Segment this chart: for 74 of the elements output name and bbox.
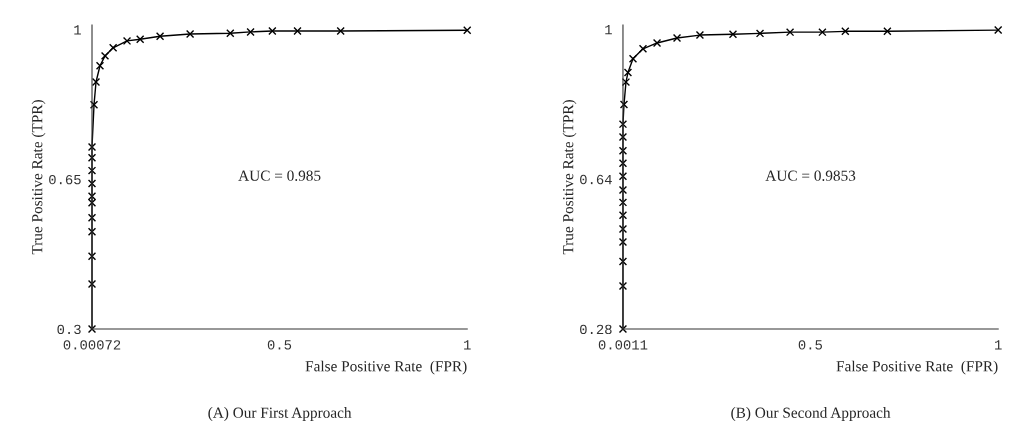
point xyxy=(91,77,101,87)
point xyxy=(618,257,628,266)
point xyxy=(618,119,628,129)
point xyxy=(994,25,1003,35)
point xyxy=(268,26,277,36)
point xyxy=(618,132,628,142)
point xyxy=(755,29,765,38)
y-tick-label: 1 xyxy=(605,25,612,35)
point xyxy=(883,27,892,36)
point xyxy=(618,211,628,220)
point xyxy=(87,153,97,162)
point xyxy=(108,43,118,52)
point xyxy=(226,29,235,38)
point xyxy=(87,213,97,222)
x-tick-label: 0.00072 xyxy=(63,340,121,350)
point xyxy=(87,227,97,236)
annotation: AUC = 0.9853 xyxy=(765,170,856,181)
point xyxy=(87,198,97,207)
y-tick-label: 0.65 xyxy=(49,174,81,185)
point xyxy=(618,146,628,155)
y-tick-label: 0.64 xyxy=(580,174,612,185)
point xyxy=(185,29,195,39)
point xyxy=(122,36,132,46)
point xyxy=(618,224,628,234)
point xyxy=(623,68,633,77)
point xyxy=(100,51,110,61)
point xyxy=(818,27,827,37)
point xyxy=(618,281,628,291)
point xyxy=(87,142,97,152)
point xyxy=(785,27,795,37)
point xyxy=(628,54,638,63)
point xyxy=(246,27,255,37)
point xyxy=(155,32,165,41)
x-axis-title: False Positive Rate (FPR) xyxy=(836,360,998,375)
y-axis-title: True Positive Rate (TPR) xyxy=(562,100,577,255)
x-tick-label: 1 xyxy=(464,340,471,350)
y-tick-label: 0.3 xyxy=(57,324,81,335)
point xyxy=(136,35,145,44)
text: (A) Our First Approach xyxy=(208,407,352,421)
point xyxy=(618,198,628,207)
y-axis-title: True Positive Rate (TPR) xyxy=(31,100,46,255)
x-tick-label: 0.5 xyxy=(798,340,822,350)
point xyxy=(618,324,628,334)
x-tick-label: 0.0011 xyxy=(598,340,648,350)
annotation: AUC = 0.985 xyxy=(238,170,321,181)
point xyxy=(463,26,472,35)
point xyxy=(841,27,850,36)
point xyxy=(336,26,345,36)
point xyxy=(621,77,631,87)
point xyxy=(728,30,738,39)
point xyxy=(672,33,682,43)
point xyxy=(87,192,97,201)
x-tick-label: 0.5 xyxy=(267,340,292,350)
point xyxy=(652,38,662,48)
point xyxy=(618,159,628,168)
point xyxy=(87,179,97,188)
point xyxy=(87,279,97,289)
point xyxy=(618,172,628,181)
point xyxy=(87,166,97,175)
point xyxy=(87,324,97,334)
x-tick-label: 1 xyxy=(995,340,1002,350)
y-tick-label: 0.28 xyxy=(580,324,612,335)
point xyxy=(95,61,105,70)
point xyxy=(619,100,629,109)
point xyxy=(695,30,705,40)
point xyxy=(638,44,648,53)
y-tick-label: 1 xyxy=(74,25,81,35)
x-axis-title: False Positive Rate (FPR) xyxy=(305,360,467,375)
point xyxy=(293,26,302,36)
point xyxy=(87,252,97,261)
point xyxy=(89,100,99,109)
point xyxy=(618,185,628,195)
point xyxy=(618,237,628,247)
text: (B) Our Second Approach xyxy=(731,407,891,421)
